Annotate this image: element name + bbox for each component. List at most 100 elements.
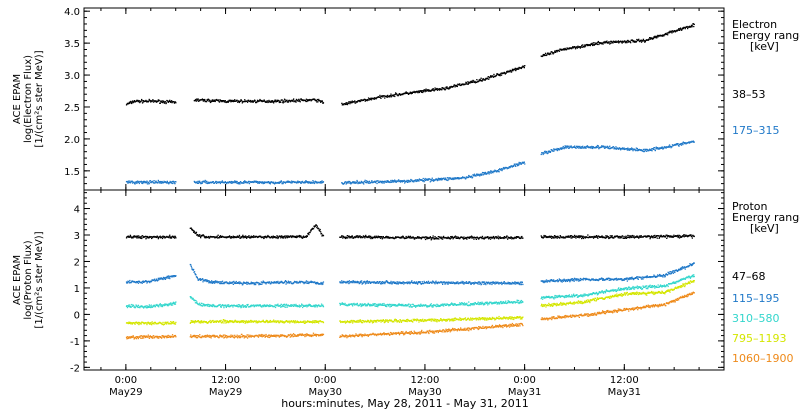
data-point (606, 40, 608, 42)
data-point (613, 237, 615, 239)
data-point (551, 51, 553, 53)
data-point (168, 235, 170, 237)
data-point (523, 161, 525, 163)
data-point (150, 101, 152, 103)
data-point (483, 172, 486, 175)
data-point (569, 281, 571, 283)
data-point (556, 235, 558, 238)
data-point (555, 49, 558, 52)
data-point (408, 181, 410, 183)
data-point (221, 283, 223, 285)
data-point (405, 92, 407, 94)
data-point (218, 281, 220, 283)
y-axis-label-line: ACE EPAM (12, 74, 23, 124)
data-point (471, 81, 474, 83)
data-point (133, 101, 135, 103)
data-point (314, 180, 316, 182)
data-point (368, 182, 370, 184)
data-point (465, 177, 467, 180)
data-point (580, 236, 582, 238)
data-point (452, 236, 454, 238)
data-point (679, 269, 681, 271)
data-point (461, 177, 463, 179)
data-point (153, 278, 156, 280)
data-point (249, 305, 252, 307)
data-point (152, 99, 154, 101)
data-point (344, 236, 346, 238)
data-point (475, 237, 477, 239)
data-point (560, 148, 562, 150)
data-point (263, 99, 265, 101)
data-point (263, 305, 265, 307)
data-point (291, 182, 293, 184)
data-point (261, 99, 263, 102)
data-point (170, 302, 172, 304)
data-point (657, 274, 659, 276)
data-point (157, 100, 159, 102)
data-point (571, 235, 573, 237)
data-point (252, 100, 254, 102)
data-point (219, 283, 221, 285)
data-point (492, 235, 495, 238)
data-point (405, 235, 407, 238)
data-point (125, 281, 128, 283)
data-point (440, 237, 442, 240)
data-point (264, 235, 266, 238)
data-point (556, 237, 558, 239)
data-point (201, 99, 203, 101)
data-point (433, 237, 435, 239)
data-point (594, 279, 597, 281)
data-point (578, 280, 580, 282)
data-point (267, 234, 269, 237)
data-point (193, 271, 196, 273)
data-point (126, 306, 129, 309)
data-point (482, 174, 485, 176)
data-point (243, 306, 245, 308)
data-point (367, 97, 370, 99)
data-point (306, 235, 308, 237)
data-point (592, 44, 594, 47)
data-point (652, 148, 654, 150)
data-point (490, 170, 493, 172)
data-point (349, 101, 352, 104)
data-point (158, 99, 160, 101)
data-point (654, 35, 656, 37)
data-point (627, 41, 629, 43)
data-point (443, 282, 445, 284)
data-point (146, 235, 149, 238)
data-point (400, 282, 403, 284)
data-point (322, 181, 325, 183)
data-point (229, 236, 231, 238)
data-point (664, 275, 666, 277)
data-point (321, 283, 323, 286)
data-point (318, 98, 320, 101)
data-point (361, 303, 363, 305)
y-tick-label: 3.0 (64, 71, 80, 82)
data-point (212, 281, 214, 283)
data-point (633, 235, 635, 237)
data-point (544, 235, 547, 237)
data-point (551, 237, 553, 239)
data-point (281, 236, 283, 238)
data-point (299, 101, 301, 103)
data-point (586, 236, 588, 239)
data-point (502, 282, 504, 284)
data-point (282, 102, 284, 104)
data-point (460, 84, 462, 86)
data-point (241, 282, 243, 284)
data-point (383, 281, 385, 283)
data-point (345, 103, 347, 106)
data-point (624, 236, 627, 238)
data-point (246, 181, 248, 183)
data-point (621, 236, 623, 238)
data-point (559, 279, 561, 281)
data-point (403, 283, 405, 285)
data-point (489, 238, 492, 240)
data-point (627, 147, 629, 149)
data-point (653, 274, 655, 276)
data-point (160, 181, 162, 183)
data-point (346, 181, 349, 183)
data-point (623, 235, 625, 238)
data-point (195, 231, 198, 233)
